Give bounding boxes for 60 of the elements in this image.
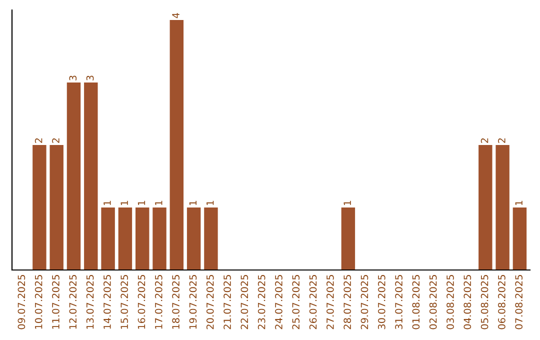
data-label: 1 — [344, 200, 351, 206]
data-label: 1 — [515, 200, 522, 206]
data-label: 3 — [69, 76, 77, 80]
x-tick-label: 28.07.2025 — [344, 275, 352, 330]
bar — [170, 20, 184, 270]
x-tick-label: 29.07.2025 — [360, 275, 368, 330]
x-tick-label: 13.07.2025 — [86, 275, 94, 329]
x-tick-label: 22.07.2025 — [240, 275, 248, 330]
x-tick-label: 19.07.2025 — [189, 275, 197, 329]
x-tick-label: 07.08.2025 — [515, 275, 523, 330]
x-tick-label: 12.07.2025 — [69, 275, 77, 329]
x-tick-label: 02.08.2025 — [429, 275, 437, 330]
x-tick-label: 30.07.2025 — [378, 275, 386, 330]
x-tick-label: 27.07.2025 — [326, 275, 334, 330]
data-label: 1 — [104, 200, 111, 206]
x-tick-label: 10.07.2025 — [34, 275, 42, 329]
x-tick-label: 21.07.2025 — [224, 275, 231, 330]
data-label: 1 — [189, 200, 196, 206]
bar — [135, 208, 150, 270]
bar — [186, 208, 201, 270]
x-tick-label: 15.07.2025 — [120, 275, 128, 329]
bar — [32, 145, 46, 270]
bar — [152, 208, 166, 270]
x-tick-label: 23.07.2025 — [258, 275, 266, 330]
bar — [84, 82, 98, 270]
data-label: 2 — [480, 138, 488, 143]
bar — [478, 145, 492, 270]
x-tick-label: 05.08.2025 — [480, 275, 488, 330]
x-tick-label: 25.07.2025 — [292, 275, 300, 330]
bar — [66, 82, 81, 270]
data-label: 2 — [52, 138, 60, 143]
data-label: 1 — [155, 200, 162, 206]
x-tick-label: 20.07.2025 — [206, 275, 214, 330]
x-tick-label: 31.07.2025 — [395, 275, 402, 330]
x-tick-label: 14.07.2025 — [104, 275, 111, 329]
x-tick-label: 09.07.2025 — [18, 275, 26, 330]
data-label: 1 — [206, 200, 214, 206]
x-tick-label: 04.08.2025 — [464, 275, 472, 330]
bar — [204, 208, 218, 270]
data-label: 1 — [138, 200, 146, 206]
x-tick-label: 11.07.2025 — [52, 275, 60, 329]
x-tick-label: 06.08.2025 — [498, 275, 506, 330]
x-tick-label: 16.07.2025 — [138, 275, 146, 329]
x-tick-label: 24.07.2025 — [275, 275, 282, 330]
bar — [50, 145, 64, 270]
x-tick-label: 26.07.2025 — [309, 275, 317, 330]
bar — [496, 145, 510, 270]
data-label: 1 — [120, 200, 128, 206]
bar — [341, 208, 356, 270]
bar — [118, 208, 132, 270]
bar — [101, 208, 115, 270]
x-tick-label: 03.08.2025 — [446, 275, 454, 330]
data-label: 3 — [86, 76, 94, 80]
bar — [512, 208, 527, 270]
x-tick-label: 18.07.2025 — [172, 275, 180, 329]
x-tick-label: 17.07.2025 — [154, 275, 162, 329]
data-label: 2 — [34, 138, 42, 143]
data-label: 2 — [498, 138, 506, 143]
data-label: 4 — [172, 12, 180, 18]
x-tick-label: 01.08.2025 — [412, 275, 420, 330]
